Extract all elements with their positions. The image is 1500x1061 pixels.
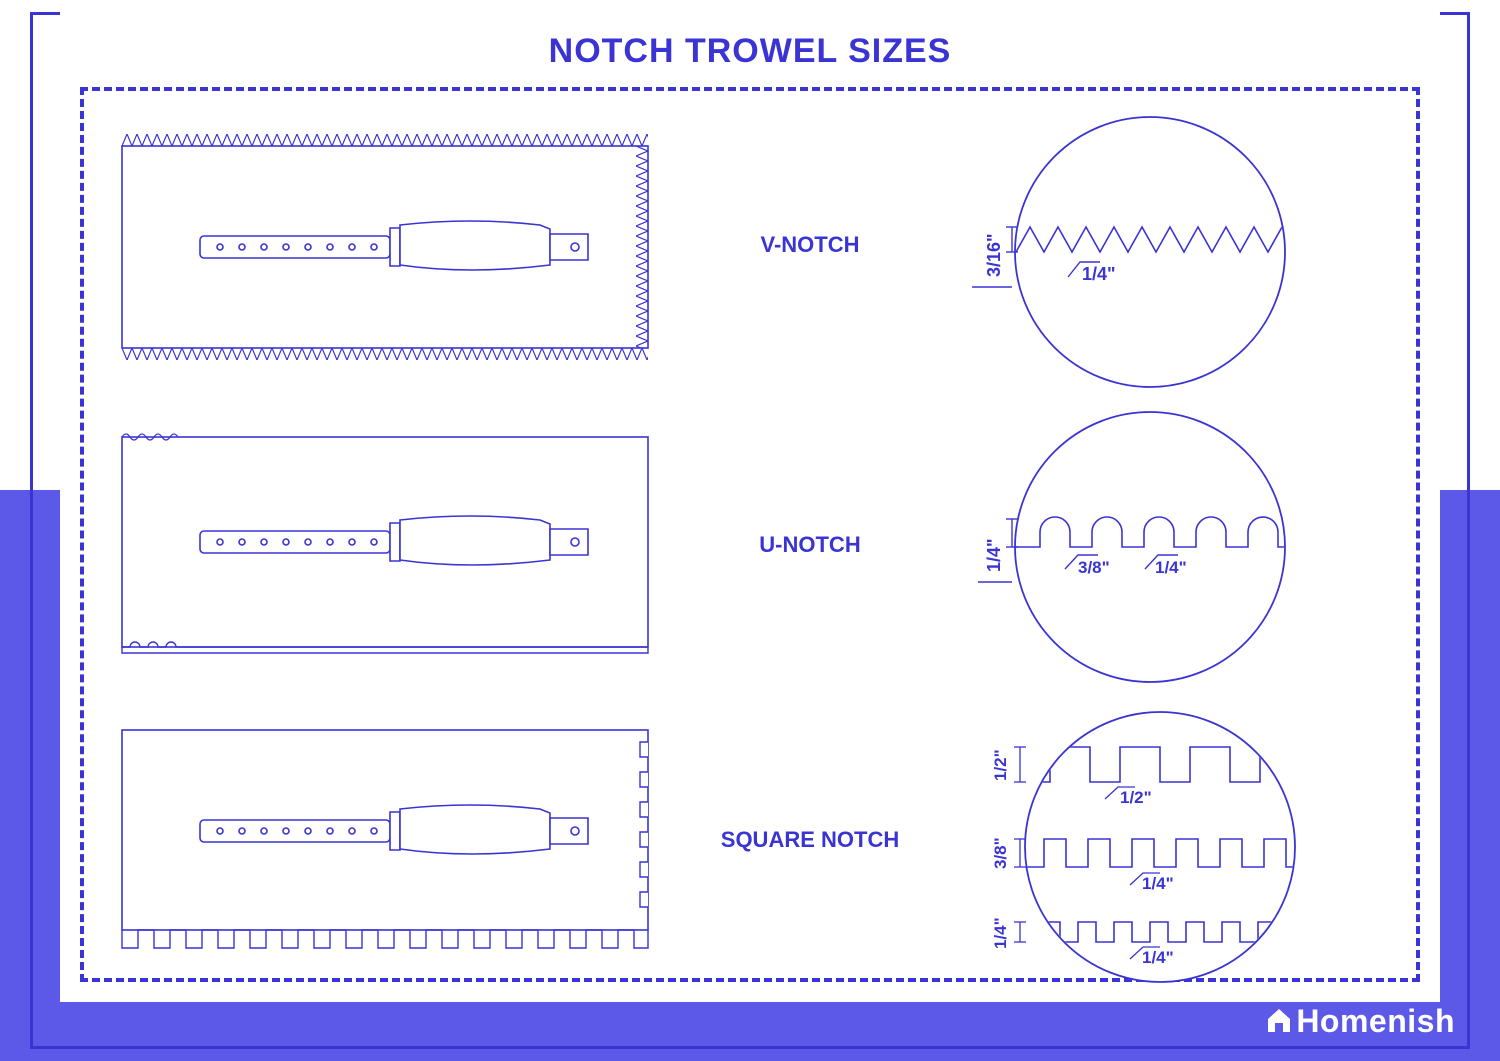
row-v-notch: V-NOTCH 1/4" 3/1 [120,122,1380,372]
dim-sq-d2: 3/8" [991,837,1010,869]
dim-u-w2: 1/4" [1155,558,1187,577]
dim-sq-w2: 1/4" [1142,874,1174,893]
detail-v-notch: 1/4" 3/16" [950,112,1230,392]
dim-u-depth: 1/4" [984,538,1004,572]
trowel-square-notch [120,722,650,952]
dim-sq-w1: 1/2" [1120,788,1152,807]
brand-logo: Homenish [1264,1003,1455,1043]
detail-u-notch: 3/8" 1/4" 1/4" [950,407,1230,687]
dim-sq-w3: 1/4" [1142,948,1174,967]
label-u-notch: U-NOTCH [710,532,910,558]
house-icon [1264,1005,1294,1043]
row-square-notch: SQUARE NOTCH 1/2" [120,712,1380,962]
content-panel: NOTCH TROWEL SIZES [60,12,1440,1002]
dim-v-width: 1/4" [1082,264,1116,284]
page-title: NOTCH TROWEL SIZES [60,32,1440,71]
row-u-notch: U-NOTCH 3/8" 1/4" [120,417,1380,667]
dim-sq-d1: 1/2" [991,749,1010,781]
trowel-u-notch [120,427,650,657]
detail-square-notch: 1/2" 1/4" 1/4" 1/2" 3/8" 1/4" [950,702,1230,982]
brand-name: Homenish [1296,1003,1455,1039]
label-v-notch: V-NOTCH [710,232,910,258]
label-square-notch: SQUARE NOTCH [710,827,910,853]
dim-v-depth: 3/16" [984,233,1004,277]
dim-sq-d3: 1/4" [991,917,1010,949]
trowel-v-notch [120,132,650,362]
dim-u-w1: 3/8" [1078,558,1110,577]
